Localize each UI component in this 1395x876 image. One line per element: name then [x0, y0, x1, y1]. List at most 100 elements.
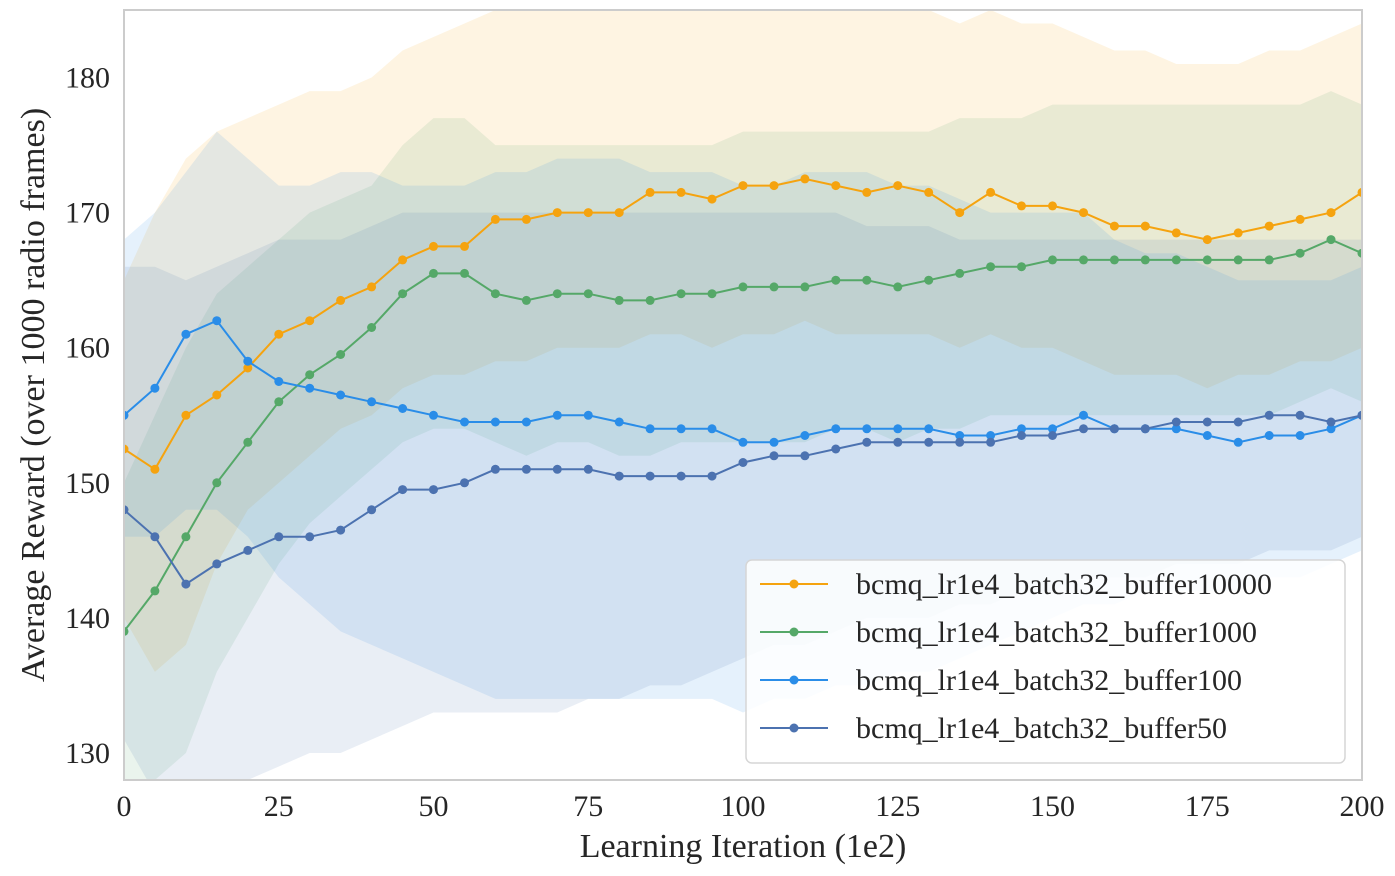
data-point: [521, 295, 531, 305]
data-point: [1233, 437, 1243, 447]
data-point: [336, 390, 346, 400]
data-point: [1048, 201, 1057, 211]
data-point: [460, 268, 469, 278]
data-point: [1326, 417, 1336, 427]
data-point: [986, 262, 996, 272]
data-point: [1357, 248, 1362, 258]
data-point: [552, 208, 562, 218]
y-tick-label: 150: [65, 467, 110, 500]
plot-frame: [123, 9, 1363, 781]
data-point: [1079, 255, 1088, 265]
data-point: [707, 424, 717, 434]
data-point: [305, 532, 315, 542]
data-point: [831, 444, 841, 454]
data-point: [552, 289, 562, 299]
data-point: [274, 397, 284, 407]
data-point: [769, 437, 779, 447]
legend-marker: [789, 675, 799, 685]
series: [124, 174, 1362, 474]
series-lines: [124, 174, 1362, 636]
data-point: [305, 370, 315, 380]
data-point: [800, 431, 810, 440]
data-point: [583, 464, 593, 474]
data-point: [460, 417, 469, 427]
x-tick-label: 125: [875, 790, 920, 823]
data-point: [1295, 214, 1305, 224]
data-point: [1171, 228, 1181, 238]
legend-box: [745, 559, 1346, 764]
data-point: [893, 424, 903, 434]
series: [124, 410, 1362, 589]
y-tick-label: 130: [65, 737, 110, 770]
confidence-band: [124, 212, 1362, 780]
data-point: [243, 437, 253, 447]
data-point: [398, 404, 408, 413]
data-point: [367, 323, 377, 332]
data-point: [1295, 410, 1305, 420]
data-point: [862, 187, 872, 197]
data-point: [212, 478, 222, 488]
data-point: [707, 471, 717, 481]
x-tick-label: 50: [419, 790, 449, 823]
data-point: [1202, 431, 1212, 440]
series: [124, 235, 1362, 636]
data-point: [521, 417, 531, 427]
y-tick-labels: 130 140 150 160 170 180: [65, 62, 110, 770]
y-tick-label: 140: [65, 602, 110, 635]
data-point: [243, 356, 253, 366]
data-point: [429, 485, 438, 495]
data-point: [398, 485, 408, 495]
data-point: [676, 187, 686, 197]
data-point: [1233, 417, 1243, 427]
data-point: [1140, 221, 1150, 231]
data-point: [707, 289, 717, 299]
data-point: [1140, 424, 1150, 434]
data-point: [1264, 221, 1274, 231]
data-point: [676, 424, 686, 434]
x-tick-label: 175: [1185, 790, 1230, 823]
data-point: [738, 181, 748, 191]
data-point: [583, 289, 593, 299]
data-point: [1202, 235, 1212, 245]
data-point: [212, 316, 222, 326]
data-point: [1295, 431, 1305, 440]
data-point: [1048, 431, 1057, 440]
data-point: [521, 214, 531, 224]
data-point: [955, 208, 965, 218]
y-tick-label: 180: [65, 62, 110, 95]
x-tick-label: 100: [721, 790, 766, 823]
data-point: [336, 295, 346, 305]
x-tick-label: 0: [117, 790, 132, 823]
data-point: [831, 181, 841, 191]
data-point: [955, 268, 965, 278]
data-point: [1109, 221, 1119, 231]
data-point: [1017, 201, 1026, 211]
data-point: [893, 282, 903, 292]
x-tick-labels: 0 25 50 75 100 125 150 175 200: [117, 790, 1385, 823]
data-point: [124, 626, 129, 636]
data-point: [274, 329, 284, 339]
data-point: [1109, 255, 1119, 265]
confidence-band: [124, 10, 1362, 672]
data-point: [274, 532, 284, 542]
x-axis-label: Learning Iteration (1e2): [580, 828, 907, 865]
data-point: [862, 424, 872, 434]
data-point: [552, 464, 562, 474]
data-point: [1140, 255, 1150, 265]
data-point: [1079, 424, 1088, 434]
data-point: [1202, 417, 1212, 427]
data-point: [150, 532, 160, 542]
data-point: [1326, 235, 1336, 245]
legend-marker: [789, 579, 799, 589]
data-point: [336, 525, 346, 535]
data-point: [924, 275, 934, 285]
data-point: [986, 187, 996, 197]
data-point: [521, 464, 531, 474]
data-point: [398, 255, 408, 265]
data-point: [1171, 255, 1181, 265]
data-point: [150, 464, 160, 474]
data-point: [367, 397, 377, 407]
data-point: [1264, 410, 1274, 420]
data-point: [181, 579, 191, 589]
